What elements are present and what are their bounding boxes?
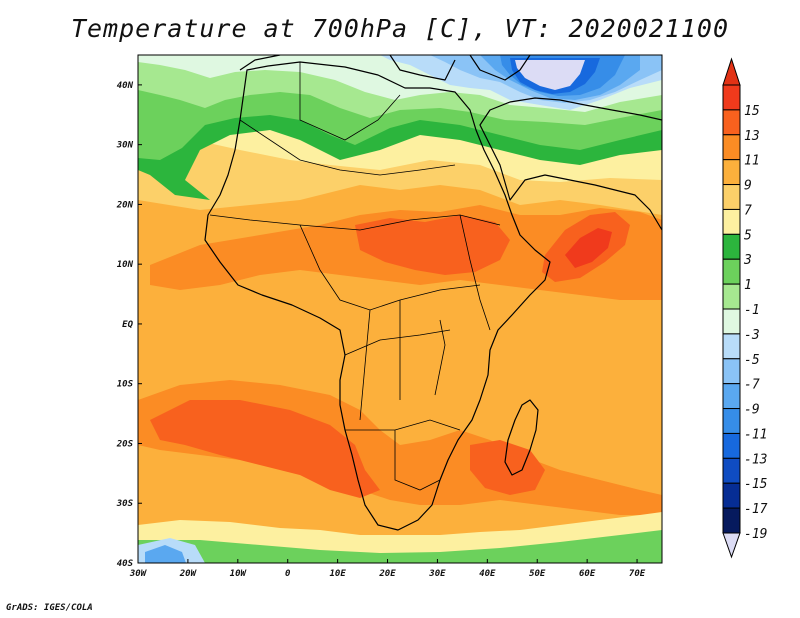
lon-tick-label: 30E xyxy=(428,569,446,579)
colorbar-level-label: -5 xyxy=(744,353,760,368)
colorbar-level-label: 1 xyxy=(744,278,752,293)
map-title: Temperature at 700hPa [C], VT: 202002110… xyxy=(70,14,730,43)
colorbar-swatch xyxy=(722,159,741,186)
border-east xyxy=(459,214,491,331)
lon-tick-label: 0 xyxy=(285,569,291,579)
lat-tick-label: 10N xyxy=(117,260,134,270)
lat-tick-label: 10S xyxy=(117,380,134,390)
border-south xyxy=(345,419,461,491)
lat-tick-label: 30S xyxy=(116,499,134,509)
colorbar-swatch xyxy=(722,507,741,534)
lon-tick-label: 70E xyxy=(629,569,646,579)
colorbar-level-label: 7 xyxy=(744,203,752,218)
map-frame xyxy=(137,54,663,564)
colorbar-swatch xyxy=(722,482,741,509)
contour-13c-sudan xyxy=(355,215,510,275)
coastlines xyxy=(204,55,662,531)
temperature-field xyxy=(138,55,662,563)
axis-ticks: 30W 20W 10W 0 10E 20E 30E 40E 50E 60E 70E 40N 30N 20N… xyxy=(116,81,646,579)
coastline-arabia xyxy=(479,97,662,231)
colorbar-level-label: -1 xyxy=(744,303,760,318)
colorbar-level-label: 5 xyxy=(744,228,752,243)
colorbar-swatch xyxy=(722,457,741,484)
lat-tick-label: 40S xyxy=(117,559,134,569)
colorbar-level-label: 3 xyxy=(743,253,752,268)
lat-tick-label: 40N xyxy=(117,81,134,91)
colorbar-swatch xyxy=(722,109,741,136)
colorbar-level-label: -11 xyxy=(744,427,767,442)
contour-13c-south-atlantic xyxy=(150,400,380,498)
colorbar-swatch xyxy=(722,134,741,161)
lon-tick-label: 30W xyxy=(129,569,148,579)
colorbar-level-label: -17 xyxy=(744,502,768,517)
colorbar-level-label: -7 xyxy=(744,378,760,393)
lon-tick-label: 10W xyxy=(230,569,248,579)
colorbar-level-label: -19 xyxy=(744,527,767,542)
colorbar-swatch xyxy=(722,408,741,434)
colorbar-swatch xyxy=(722,258,741,285)
border-sahara-west xyxy=(239,119,456,176)
map-plot-area xyxy=(138,55,662,563)
colorbar-top-arrow xyxy=(722,57,741,86)
colorbar-level-label: 11 xyxy=(744,154,760,169)
border-sahara-north xyxy=(299,62,401,141)
coastline-europe xyxy=(239,55,531,81)
lat-tick-label: 30N xyxy=(116,141,134,151)
colorbar-level-label: 13 xyxy=(744,129,760,144)
coastline-africa xyxy=(204,61,551,531)
colorbar-swatch xyxy=(722,383,741,410)
colorbar-level-label: -13 xyxy=(744,452,767,467)
colorbar-bottom-arrow xyxy=(722,532,741,559)
colorbar-swatch xyxy=(722,233,741,260)
lat-tick-label: EQ xyxy=(122,320,133,330)
country-borders xyxy=(209,62,501,491)
colorbar-level-label: -9 xyxy=(744,403,760,418)
colorbar-level-label: 15 xyxy=(744,104,760,119)
lon-tick-label: 50E xyxy=(529,569,546,579)
border-congo xyxy=(344,300,451,421)
lon-tick-label: 10E xyxy=(329,569,346,579)
lat-tick-label: 20N xyxy=(116,200,134,210)
lat-tick-label: 20S xyxy=(116,439,134,449)
lon-tick-label: 20W xyxy=(179,569,198,579)
lon-tick-label: 20E xyxy=(378,569,396,579)
colorbar-swatch xyxy=(722,84,741,111)
colorbar-swatch xyxy=(722,333,741,360)
colorbar-swatch xyxy=(722,208,741,235)
contour-15c-arabian-sea xyxy=(565,228,612,268)
colorbar-level-label: -15 xyxy=(744,477,768,492)
colorbar-swatch xyxy=(722,283,741,310)
contour-minus15c-north xyxy=(515,60,585,90)
colorbar-swatch xyxy=(722,432,741,459)
colorbar-swatch xyxy=(722,184,741,210)
colorbar-level-label: -3 xyxy=(744,328,760,343)
grads-credit: GrADS: IGES/COLA xyxy=(6,603,93,613)
colorbar-swatch xyxy=(722,308,741,335)
contour-minus9c-south xyxy=(145,545,186,563)
coastline-madagascar xyxy=(504,399,539,476)
colorbar-swatch xyxy=(722,358,741,385)
lon-tick-label: 60E xyxy=(579,569,596,579)
colorbar-level-label: 9 xyxy=(744,179,752,194)
contour-1c-south xyxy=(138,530,662,563)
border-lakes xyxy=(434,319,446,396)
lon-tick-label: 40E xyxy=(479,569,496,579)
colorbar: 15 13 11 9 7 5 3 1 -1 -3 -5 -7 -9 -11 -13 -15 -17 -19 xyxy=(722,57,768,559)
